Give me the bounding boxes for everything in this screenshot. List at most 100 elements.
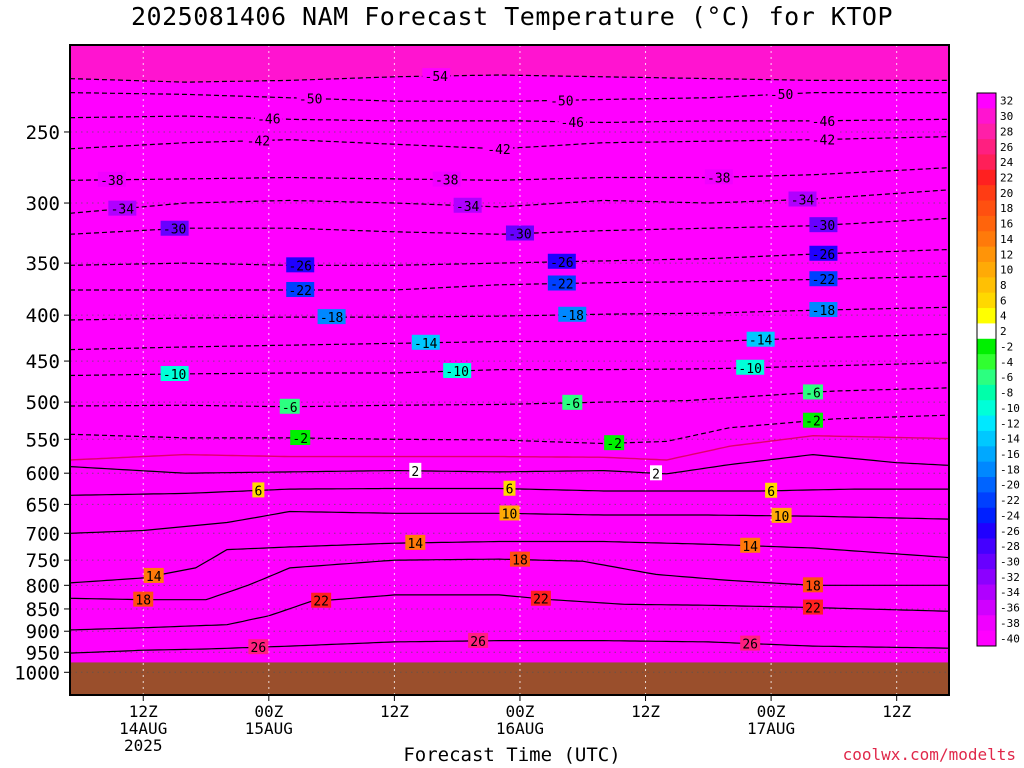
colorbar-label: 6 [1000, 294, 1007, 307]
isotherm-label: -30 [163, 223, 186, 238]
colorbar-swatch [977, 569, 996, 586]
isotherm-line [70, 558, 949, 601]
x-tick-label: 15AUG [245, 719, 293, 738]
isotherm-label: -50 [299, 92, 322, 107]
isotherm-line [70, 594, 949, 631]
colorbar-label: -40 [1000, 632, 1020, 645]
isotherm-label-bg [802, 577, 823, 593]
isotherm-line [70, 387, 949, 408]
colorbar-label: -16 [1000, 448, 1020, 461]
isotherm-label: 22 [313, 595, 329, 610]
isotherm-label-bg [509, 551, 530, 567]
colorbar-label: -12 [1000, 417, 1020, 430]
isotherm-label: -18 [561, 309, 584, 324]
isotherm-label-bg [133, 591, 154, 607]
colorbar-label: 26 [1000, 141, 1013, 154]
isotherm-line [70, 275, 949, 291]
y-tick-label: 650 [26, 494, 60, 516]
isotherm-label-bg [736, 359, 765, 375]
isotherm-label: -6 [282, 401, 298, 416]
y-tick-label: 600 [26, 463, 60, 485]
colorbar-swatch [977, 446, 996, 463]
y-tick-label: 500 [26, 392, 60, 414]
isotherm-line [70, 248, 949, 266]
isotherm-label: 18 [135, 594, 151, 609]
colorbar-swatch [977, 261, 996, 278]
colorbar-label: -20 [1000, 479, 1020, 492]
isotherm-label-bg [604, 435, 625, 451]
colorbar-swatch [977, 246, 996, 263]
y-tick-label: 450 [26, 351, 60, 373]
isotherm-label: 26 [251, 641, 267, 656]
isotherm-label-bg [252, 482, 265, 498]
isotherm-label: 26 [470, 635, 486, 650]
isotherm-label-bg [485, 140, 514, 156]
colorbar-label: -10 [1000, 402, 1020, 415]
colorbar-swatch [977, 200, 996, 217]
colorbar-label: -14 [1000, 433, 1020, 446]
x-tick-label: 2025 [124, 736, 163, 755]
colorbar-label: 16 [1000, 218, 1013, 231]
isotherm-label-bg [499, 505, 520, 521]
isotherm-label: -10 [738, 362, 761, 377]
colorbar-label: 8 [1000, 279, 1007, 292]
isotherm-line [70, 167, 949, 181]
colorbar-frame [976, 92, 997, 647]
isotherm-label-bg [468, 632, 489, 648]
isotherm-label: -2 [805, 415, 821, 430]
isotherm-label-bg [503, 480, 516, 496]
colorbar-label: -24 [1000, 509, 1020, 522]
y-tick-label: 300 [26, 193, 60, 215]
isotherm-label-bg [558, 113, 587, 129]
isotherm-label: -34 [456, 200, 480, 215]
isotherm-label-bg [530, 590, 551, 606]
colorbar-swatch [977, 430, 996, 447]
colorbar-label: -8 [1000, 387, 1013, 400]
isotherm-label-bg [547, 275, 576, 291]
colorbar-label: -34 [1000, 586, 1020, 599]
colorbar-swatch [977, 538, 996, 555]
isotherm-line [70, 306, 949, 321]
colorbar-label: 32 [1000, 95, 1013, 108]
colorbar-swatch [977, 185, 996, 202]
x-tick-label: 00Z [254, 702, 283, 721]
isotherm-label-bg [160, 220, 189, 236]
colorbar-swatch [977, 384, 996, 401]
y-tick-label: 800 [26, 575, 60, 597]
colorbar-label: 2 [1000, 325, 1007, 338]
isotherm-line [70, 453, 949, 475]
x-tick-label: 12Z [631, 702, 660, 721]
colorbar-swatch [977, 400, 996, 417]
isotherm-label-bg [809, 131, 838, 147]
colorbar-label: -32 [1000, 571, 1020, 584]
isotherm-label: -42 [812, 133, 835, 148]
colorbar-label: 4 [1000, 310, 1007, 323]
isotherm-label: -38 [435, 174, 458, 189]
isotherm-label: -38 [100, 174, 123, 189]
source-credit: coolwx.com/modelts [842, 745, 1016, 764]
y-axis: 2503003504004505005506006507007508008509… [14, 122, 70, 684]
isotherm-label-bg [432, 171, 461, 187]
colorbar-swatch [977, 615, 996, 632]
colorbar-swatch [977, 139, 996, 155]
isotherm-label: -14 [414, 337, 438, 352]
y-tick-label: 550 [26, 429, 60, 451]
colorbar-swatch [977, 461, 996, 478]
isotherm-label-bg [809, 245, 838, 261]
isotherm-line [70, 540, 949, 584]
colorbar-label: -18 [1000, 463, 1020, 476]
isotherm-label-bg [740, 537, 761, 553]
isotherm-label: 6 [506, 483, 514, 498]
colorbar-swatch [977, 477, 996, 493]
colorbar-swatch [977, 369, 996, 386]
isotherm-label: -22 [812, 273, 835, 288]
isotherm-label-bg [290, 430, 311, 446]
colorbar-label: -2 [1000, 340, 1013, 353]
colorbar-label: 22 [1000, 171, 1013, 184]
colorbar-swatch [977, 492, 996, 509]
isotherm-label-bg [802, 384, 823, 400]
temperature-field [70, 45, 949, 695]
x-tick-label: 17AUG [747, 719, 795, 738]
isotherm-label-bg [160, 365, 189, 381]
